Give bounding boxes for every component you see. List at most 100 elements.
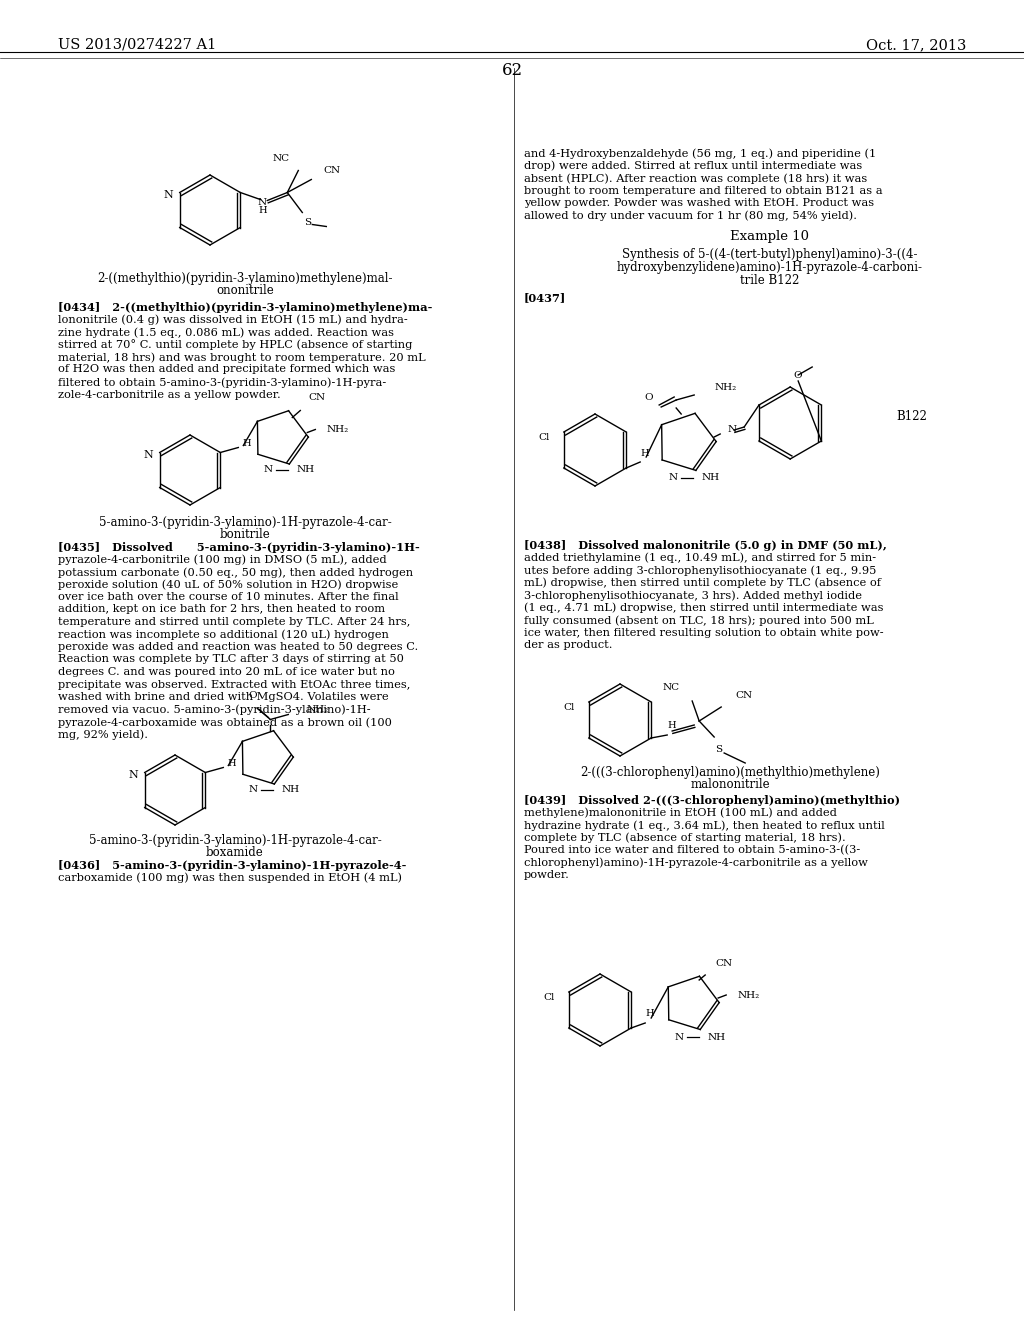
Text: yellow powder. Powder was washed with EtOH. Product was: yellow powder. Powder was washed with Et…	[524, 198, 874, 209]
Text: trile B122: trile B122	[740, 275, 800, 286]
Text: [0435]   Dissolved      5-amino-3-(pyridin-3-ylamino)-1H-: [0435] Dissolved 5-amino-3-(pyridin-3-yl…	[58, 543, 420, 553]
Text: precipitate was observed. Extracted with EtOAc three times,: precipitate was observed. Extracted with…	[58, 680, 411, 689]
Text: H: H	[646, 1008, 654, 1018]
Text: hydroxybenzylidene)amino)-1H-pyrazole-4-carboni-: hydroxybenzylidene)amino)-1H-pyrazole-4-…	[617, 261, 923, 275]
Text: O: O	[645, 392, 653, 401]
Text: N: N	[249, 785, 258, 795]
Text: absent (HPLC). After reaction was complete (18 hrs) it was: absent (HPLC). After reaction was comple…	[524, 173, 867, 183]
Text: 2-((methylthio)(pyridin-3-ylamino)methylene)mal-: 2-((methylthio)(pyridin-3-ylamino)methyl…	[97, 272, 393, 285]
Text: boxamide: boxamide	[206, 846, 264, 859]
Text: complete by TLC (absence of starting material, 18 hrs).: complete by TLC (absence of starting mat…	[524, 833, 846, 843]
Text: NH: NH	[708, 1032, 725, 1041]
Text: methylene)malononitrile in EtOH (100 mL) and added: methylene)malononitrile in EtOH (100 mL)…	[524, 808, 837, 818]
Text: malononitrile: malononitrile	[690, 777, 770, 791]
Text: NH₂: NH₂	[737, 990, 760, 999]
Text: [0439]   Dissolved 2-(((3-chlorophenyl)amino)(methylthio): [0439] Dissolved 2-(((3-chlorophenyl)ami…	[524, 795, 900, 807]
Text: bonitrile: bonitrile	[219, 528, 270, 541]
Text: CN: CN	[715, 958, 732, 968]
Text: over ice bath over the course of 10 minutes. After the final: over ice bath over the course of 10 minu…	[58, 591, 398, 602]
Text: N: N	[164, 190, 174, 199]
Text: [0436]   5-amino-3-(pyridin-3-ylamino)-1H-pyrazole-4-: [0436] 5-amino-3-(pyridin-3-ylamino)-1H-…	[58, 861, 407, 871]
Text: NH₂: NH₂	[327, 425, 348, 434]
Text: 3-chlorophenylisothiocyanate, 3 hrs). Added methyl iodide: 3-chlorophenylisothiocyanate, 3 hrs). Ad…	[524, 590, 862, 601]
Text: 5-amino-3-(pyridin-3-ylamino)-1H-pyrazole-4-car-: 5-amino-3-(pyridin-3-ylamino)-1H-pyrazol…	[98, 516, 391, 529]
Text: Synthesis of 5-((4-(tert-butyl)phenyl)amino)-3-((4-: Synthesis of 5-((4-(tert-butyl)phenyl)am…	[623, 248, 918, 261]
Text: ice water, then filtered resulting solution to obtain white pow-: ice water, then filtered resulting solut…	[524, 627, 884, 638]
Text: ononitrile: ononitrile	[216, 284, 273, 297]
Text: H: H	[668, 721, 677, 730]
Text: N: N	[144, 450, 154, 459]
Text: S: S	[304, 218, 311, 227]
Text: O: O	[248, 690, 257, 700]
Text: filtered to obtain 5-amino-3-(pyridin-3-ylamino)-1H-pyra-: filtered to obtain 5-amino-3-(pyridin-3-…	[58, 378, 386, 388]
Text: material, 18 hrs) and was brought to room temperature. 20 mL: material, 18 hrs) and was brought to roo…	[58, 352, 426, 363]
Text: Oct. 17, 2013: Oct. 17, 2013	[865, 38, 966, 51]
Text: and 4-Hydroxybenzaldehyde (56 mg, 1 eq.) and piperidine (1: and 4-Hydroxybenzaldehyde (56 mg, 1 eq.)…	[524, 148, 877, 158]
Text: B122: B122	[896, 411, 927, 422]
Text: of H2O was then added and precipitate formed which was: of H2O was then added and precipitate fo…	[58, 364, 395, 375]
Text: NC: NC	[272, 154, 290, 162]
Text: reaction was incomplete so additional (120 uL) hydrogen: reaction was incomplete so additional (1…	[58, 630, 389, 640]
Text: N: N	[727, 425, 736, 434]
Text: lononitrile (0.4 g) was dissolved in EtOH (15 mL) and hydra-: lononitrile (0.4 g) was dissolved in EtO…	[58, 314, 408, 325]
Text: (1 eq., 4.71 mL) dropwise, then stirred until intermediate was: (1 eq., 4.71 mL) dropwise, then stirred …	[524, 602, 884, 612]
Text: CN: CN	[308, 393, 326, 403]
Text: [0438]   Dissolved malononitrile (5.0 g) in DMF (50 mL),: [0438] Dissolved malononitrile (5.0 g) i…	[524, 540, 887, 550]
Text: NH: NH	[296, 465, 314, 474]
Text: [0437]: [0437]	[524, 292, 566, 304]
Text: powder.: powder.	[524, 870, 570, 880]
Text: N: N	[264, 465, 272, 474]
Text: chlorophenyl)amino)-1H-pyrazole-4-carbonitrile as a yellow: chlorophenyl)amino)-1H-pyrazole-4-carbon…	[524, 858, 868, 869]
Text: Reaction was complete by TLC after 3 days of stirring at 50: Reaction was complete by TLC after 3 day…	[58, 655, 403, 664]
Text: temperature and stirred until complete by TLC. After 24 hrs,: temperature and stirred until complete b…	[58, 616, 411, 627]
Text: O: O	[794, 371, 803, 380]
Text: N: N	[258, 198, 267, 207]
Text: mg, 92% yield).: mg, 92% yield).	[58, 730, 148, 741]
Text: carboxamide (100 mg) was then suspended in EtOH (4 mL): carboxamide (100 mg) was then suspended …	[58, 873, 402, 883]
Text: H: H	[243, 440, 251, 447]
Text: pyrazole-4-carboxamide was obtained as a brown oil (100: pyrazole-4-carboxamide was obtained as a…	[58, 717, 392, 727]
Text: added triethylamine (1 eq., 10.49 mL), and stirred for 5 min-: added triethylamine (1 eq., 10.49 mL), a…	[524, 553, 877, 564]
Text: N: N	[129, 770, 138, 780]
Text: peroxide was added and reaction was heated to 50 degrees C.: peroxide was added and reaction was heat…	[58, 642, 418, 652]
Text: zole-4-carbonitrile as a yellow powder.: zole-4-carbonitrile as a yellow powder.	[58, 389, 281, 400]
Text: addition, kept on ice bath for 2 hrs, then heated to room: addition, kept on ice bath for 2 hrs, th…	[58, 605, 385, 615]
Text: Example 10: Example 10	[730, 230, 810, 243]
Text: NH: NH	[282, 785, 299, 795]
Text: potassium carbonate (0.50 eq., 50 mg), then added hydrogen: potassium carbonate (0.50 eq., 50 mg), t…	[58, 568, 413, 578]
Text: N: N	[675, 1032, 684, 1041]
Text: Cl: Cl	[539, 433, 550, 441]
Text: N: N	[669, 474, 678, 483]
Text: mL) dropwise, then stirred until complete by TLC (absence of: mL) dropwise, then stirred until complet…	[524, 578, 881, 589]
Text: 5-amino-3-(pyridin-3-ylamino)-1H-pyrazole-4-car-: 5-amino-3-(pyridin-3-ylamino)-1H-pyrazol…	[89, 834, 381, 847]
Text: stirred at 70° C. until complete by HPLC (absence of starting: stirred at 70° C. until complete by HPLC…	[58, 339, 413, 350]
Text: hydrazine hydrate (1 eq., 3.64 mL), then heated to reflux until: hydrazine hydrate (1 eq., 3.64 mL), then…	[524, 820, 885, 830]
Text: H: H	[227, 759, 236, 768]
Text: NH₂: NH₂	[714, 384, 736, 392]
Text: H: H	[258, 206, 266, 215]
Text: pyrazole-4-carbonitrile (100 mg) in DMSO (5 mL), added: pyrazole-4-carbonitrile (100 mg) in DMSO…	[58, 554, 387, 565]
Text: brought to room temperature and filtered to obtain B121 as a: brought to room temperature and filtered…	[524, 186, 883, 195]
Text: CN: CN	[324, 166, 340, 176]
Text: 62: 62	[502, 62, 522, 79]
Text: CN: CN	[735, 690, 753, 700]
Text: Cl: Cl	[544, 993, 555, 1002]
Text: der as product.: der as product.	[524, 640, 612, 649]
Text: washed with brine and dried with MgSO4. Volatiles were: washed with brine and dried with MgSO4. …	[58, 692, 389, 702]
Text: degrees C. and was poured into 20 mL of ice water but no: degrees C. and was poured into 20 mL of …	[58, 667, 395, 677]
Text: peroxide solution (40 uL of 50% solution in H2O) dropwise: peroxide solution (40 uL of 50% solution…	[58, 579, 398, 590]
Text: H: H	[641, 450, 649, 458]
Text: S: S	[716, 744, 723, 754]
Text: drop) were added. Stirred at reflux until intermediate was: drop) were added. Stirred at reflux unti…	[524, 161, 862, 172]
Text: allowed to dry under vacuum for 1 hr (80 mg, 54% yield).: allowed to dry under vacuum for 1 hr (80…	[524, 210, 857, 220]
Text: zine hydrate (1.5 eq., 0.086 mL) was added. Reaction was: zine hydrate (1.5 eq., 0.086 mL) was add…	[58, 327, 394, 338]
Text: removed via vacuo. 5-amino-3-(pyridin-3-ylamino)-1H-: removed via vacuo. 5-amino-3-(pyridin-3-…	[58, 705, 371, 715]
Text: Poured into ice water and filtered to obtain 5-amino-3-((3-: Poured into ice water and filtered to ob…	[524, 845, 860, 855]
Text: NH: NH	[701, 474, 719, 483]
Text: NH₂: NH₂	[306, 705, 329, 714]
Text: US 2013/0274227 A1: US 2013/0274227 A1	[58, 38, 216, 51]
Text: 2-(((3-chlorophenyl)amino)(methylthio)methylene): 2-(((3-chlorophenyl)amino)(methylthio)me…	[580, 766, 880, 779]
Text: Cl: Cl	[563, 702, 574, 711]
Text: [0434]   2-((methylthio)(pyridin-3-ylamino)methylene)ma-: [0434] 2-((methylthio)(pyridin-3-ylamino…	[58, 302, 432, 313]
Text: fully consumed (absent on TLC, 18 hrs); poured into 500 mL: fully consumed (absent on TLC, 18 hrs); …	[524, 615, 873, 626]
